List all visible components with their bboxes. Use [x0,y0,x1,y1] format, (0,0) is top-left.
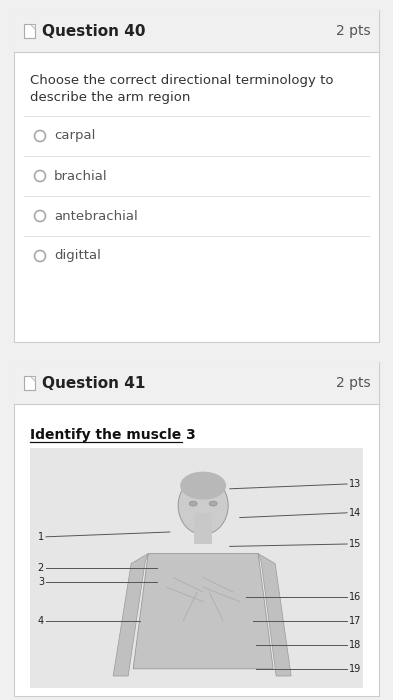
Text: 13: 13 [349,479,361,489]
FancyBboxPatch shape [24,376,35,390]
Polygon shape [30,376,35,381]
Polygon shape [258,554,291,676]
FancyBboxPatch shape [14,10,379,342]
Text: 14: 14 [349,508,361,518]
Text: antebrachial: antebrachial [54,209,138,223]
Text: 15: 15 [349,539,362,549]
Text: 18: 18 [349,640,361,650]
Text: digittal: digittal [54,249,101,262]
FancyBboxPatch shape [30,448,363,688]
Ellipse shape [178,477,228,535]
Text: 19: 19 [349,664,361,674]
Text: carpal: carpal [54,130,95,143]
FancyBboxPatch shape [14,362,379,404]
Text: 2 pts: 2 pts [336,376,371,390]
Text: 1: 1 [38,532,44,542]
Text: 17: 17 [349,616,362,626]
FancyBboxPatch shape [194,513,212,544]
Ellipse shape [209,501,217,506]
Text: Question 41: Question 41 [42,375,145,391]
Text: 16: 16 [349,592,361,602]
Ellipse shape [180,472,226,500]
Text: Question 40: Question 40 [42,24,145,38]
Text: 2 pts: 2 pts [336,24,371,38]
Text: Choose the correct directional terminology to: Choose the correct directional terminolo… [30,74,334,87]
Text: Identify the muscle 3: Identify the muscle 3 [30,428,196,442]
Text: 4: 4 [38,616,44,626]
FancyBboxPatch shape [14,362,379,696]
FancyBboxPatch shape [24,24,35,38]
Text: 3: 3 [38,578,44,587]
Text: describe the arm region: describe the arm region [30,91,190,104]
Text: 2: 2 [38,563,44,573]
FancyBboxPatch shape [14,10,379,52]
Polygon shape [30,24,35,29]
Polygon shape [113,554,148,676]
Ellipse shape [189,501,197,506]
Text: brachial: brachial [54,169,108,183]
Polygon shape [133,554,273,668]
